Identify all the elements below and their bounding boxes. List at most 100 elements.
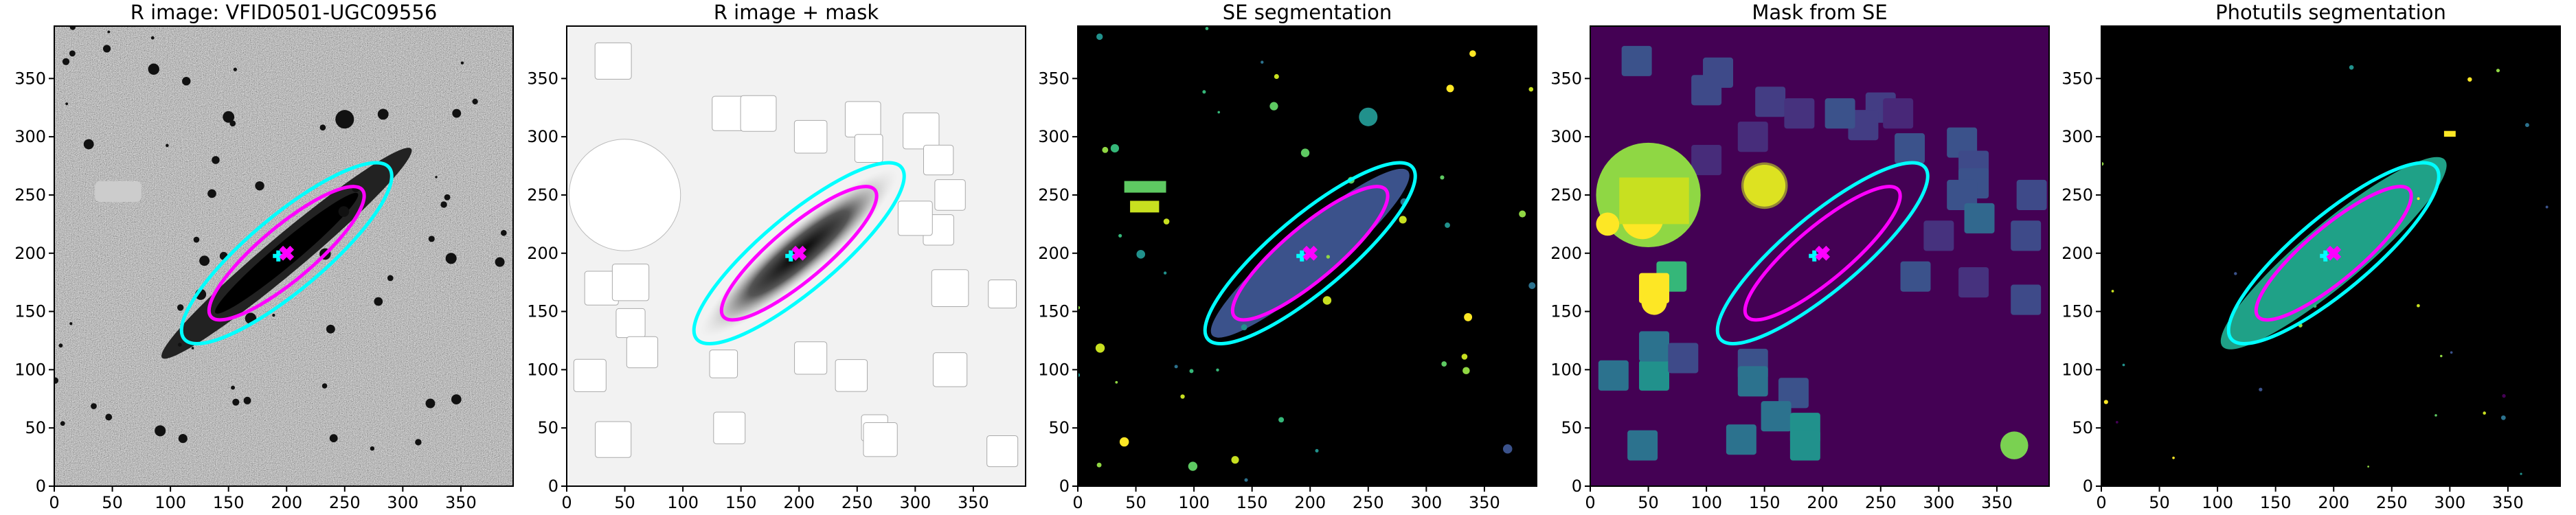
panel: 0 50 100 150 200 250 300 350 0 50 100 150 200 250 300 3… [527, 1, 1026, 512]
mask-box [1883, 98, 1914, 129]
seg-source [1189, 369, 1194, 374]
x-tick-label: 0 [2096, 493, 2106, 512]
y-tick-label: 0 [548, 477, 558, 496]
image [567, 26, 1026, 486]
seg-region [1130, 201, 1160, 213]
panel-title: R image: VFID0501-UGC09556 [131, 1, 438, 24]
x-tick-label: 300 [1410, 493, 1442, 512]
seg-source [1528, 282, 1536, 289]
panel: 0 50 100 150 200 250 300 350 0 50 100 150 200 250 300 3… [1038, 1, 1537, 512]
panel: 0 50 100 150 200 250 300 350 0 50 100 150 200 250 300 3… [2061, 1, 2561, 512]
y-tick-label: 50 [25, 418, 46, 437]
star [435, 176, 438, 179]
star [370, 446, 375, 451]
y-tick-label: 50 [1561, 418, 1582, 437]
seg-source [1188, 461, 1198, 471]
seg-source [1096, 462, 1102, 468]
x-tick-label: 350 [1981, 493, 2013, 512]
y-tick-label: 50 [2072, 418, 2093, 437]
mask-box [923, 144, 954, 176]
seg-source [1446, 84, 1454, 93]
mask-box [1737, 366, 1768, 397]
seg-source [1464, 312, 1473, 321]
center-x [1302, 245, 1318, 261]
star [69, 50, 76, 57]
star [495, 257, 505, 267]
star [319, 124, 326, 131]
star [60, 421, 65, 426]
y-tick-label: 100 [1038, 360, 1070, 379]
blob [335, 110, 354, 129]
x-tick-label: 100 [1178, 493, 1210, 512]
y-tick-label: 0 [1059, 477, 1070, 496]
star [440, 201, 447, 208]
y-tick-label: 200 [14, 244, 46, 263]
star [150, 36, 155, 40]
star [178, 434, 188, 444]
seg-source [1163, 271, 1167, 275]
x-tick-label: 300 [1923, 493, 1954, 512]
seg-source [1180, 394, 1185, 399]
aperture [179, 161, 394, 346]
seg-source [2417, 197, 2420, 201]
mask-box [1639, 360, 1669, 391]
blob [1502, 444, 1513, 454]
seg-source [1244, 478, 1248, 482]
star [65, 102, 69, 106]
seg-source [2520, 472, 2522, 475]
blob-ring [1741, 162, 1788, 209]
mask-box [1824, 98, 1855, 129]
aperture [1743, 185, 1902, 322]
x-tick-label: 200 [2318, 493, 2349, 512]
center-x [791, 245, 807, 261]
axes-frame [2101, 25, 2561, 487]
x-tick-label: 250 [1353, 493, 1384, 512]
panel-title: SE segmentation [1223, 1, 1392, 24]
y-tick-label: 350 [527, 69, 558, 88]
image [54, 26, 513, 486]
mask-box [835, 359, 868, 392]
aperture [2254, 185, 2413, 322]
star [62, 58, 70, 65]
x-tick-label: 200 [783, 493, 815, 512]
y-tick-label: 250 [1550, 185, 1582, 205]
x-tick-label: 250 [841, 493, 873, 512]
star [69, 26, 76, 30]
x-tick-label: 100 [155, 493, 186, 512]
mask-box [1737, 122, 1768, 152]
seg-source [1095, 343, 1105, 353]
y-tick-label: 250 [2061, 185, 2093, 205]
y-tick-label: 150 [527, 302, 558, 321]
x-tick-label: 150 [1749, 493, 1781, 512]
aperture [1203, 161, 1417, 346]
y-tick-label: 200 [527, 244, 558, 263]
mask-box [709, 350, 738, 378]
star [177, 343, 182, 347]
seg-source [2467, 77, 2472, 82]
mask-box [740, 95, 777, 132]
mask-box [794, 341, 828, 375]
seg-source [2172, 456, 2175, 459]
aperture [719, 185, 879, 322]
y-tick-label: 100 [527, 360, 558, 379]
x-tick-label: 350 [2492, 493, 2524, 512]
x-tick-label: 250 [2376, 493, 2408, 512]
star [338, 206, 350, 217]
star [451, 394, 462, 404]
x-tick-label: 100 [1691, 493, 1722, 512]
star [255, 181, 264, 191]
star [107, 30, 111, 34]
x-tick-label: 300 [2434, 493, 2465, 512]
star [326, 324, 335, 334]
mask-box [844, 101, 881, 138]
x-tick-label: 50 [614, 493, 635, 512]
star [428, 236, 435, 242]
x-tick-label: 50 [1125, 493, 1146, 512]
seg-source [1217, 111, 1221, 114]
seg-source [1445, 222, 1450, 228]
star [500, 229, 507, 236]
mask-box [1761, 401, 1792, 432]
seg-source [1261, 60, 1264, 64]
y-tick-label: 300 [1038, 127, 1070, 146]
blob [569, 139, 681, 251]
